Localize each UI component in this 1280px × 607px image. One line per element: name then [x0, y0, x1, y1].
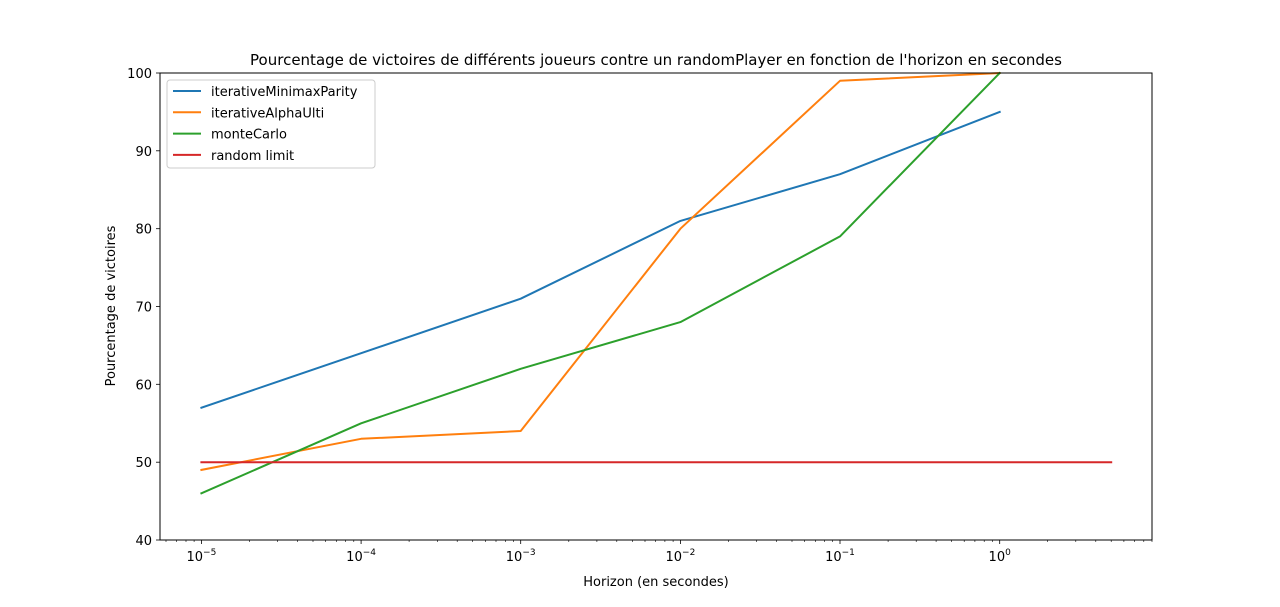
- y-axis: 40 50 60 70 80 90 100: [127, 67, 160, 549]
- series-lines: [200, 71, 1113, 495]
- x-axis-label: Horizon (en secondes): [583, 575, 728, 590]
- series-line-1: [200, 71, 1001, 472]
- series-line-2: [200, 71, 1002, 495]
- legend-label-1: iterativeAlphaUlti: [211, 106, 324, 121]
- x-tick-label: 10−2: [665, 548, 695, 565]
- x-axis: 10−5 10−4 10−3 10−2 10−1 100: [165, 540, 1153, 565]
- legend-label-2: monteCarlo: [211, 128, 287, 143]
- series-line-0: [200, 110, 1001, 409]
- x-tick-label: 100: [989, 548, 1012, 565]
- x-tick-label: 10−4: [346, 548, 376, 565]
- y-axis-label: Pourcentage de victoires: [104, 225, 119, 386]
- legend-label-3: random limit: [211, 149, 294, 164]
- y-tick-label: 80: [135, 223, 152, 238]
- y-tick-label: 90: [135, 145, 152, 160]
- legend-label-0: iterativeMinimaxParity: [211, 85, 358, 100]
- legend: iterativeMinimaxParity iterativeAlphaUlti…: [166, 79, 376, 169]
- y-tick-label: 100: [127, 67, 152, 82]
- x-tick-label: 10−5: [186, 548, 216, 565]
- y-tick-label: 60: [135, 378, 152, 393]
- x-tick-label: 10−1: [825, 548, 855, 565]
- y-tick-label: 40: [135, 534, 152, 549]
- x-tick-label: 10−3: [506, 548, 536, 565]
- chart-title: Pourcentage de victoires de différents j…: [250, 51, 1062, 69]
- legend-box: [166, 79, 376, 169]
- y-tick-label: 70: [135, 301, 152, 316]
- y-tick-label: 50: [135, 456, 152, 471]
